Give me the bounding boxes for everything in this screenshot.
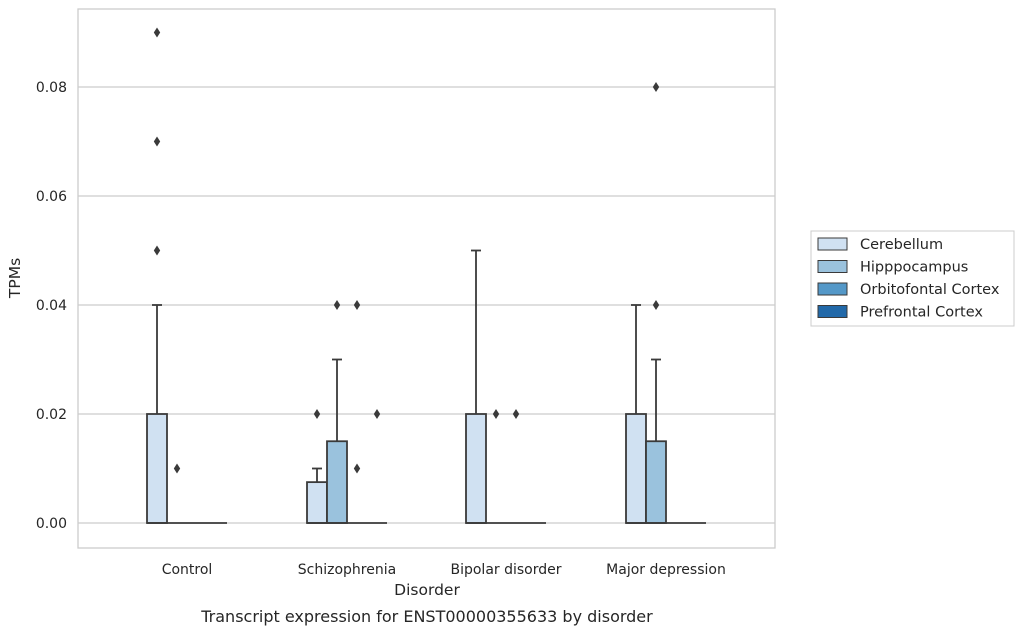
legend-label: Orbitofontal Cortex — [860, 282, 1000, 298]
legend-swatch — [817, 237, 848, 251]
box-group — [347, 300, 367, 524]
legend-label: Prefrontal Cortex — [860, 305, 983, 321]
outlier-point — [652, 82, 660, 92]
y-tick-label: 0.00 — [36, 516, 67, 532]
legend: Cerebellum Hipppocampus Orbitofontal Corte… — [810, 230, 1015, 327]
boxes — [146, 27, 706, 524]
outlier-point — [313, 409, 321, 419]
legend-swatch — [817, 305, 848, 318]
box-group — [146, 27, 168, 524]
y-tick-label: 0.02 — [36, 407, 67, 423]
outlier-point — [652, 300, 660, 310]
outlier-point — [373, 409, 381, 419]
legend-label: Hipppocampus — [860, 260, 968, 276]
box — [326, 440, 348, 524]
box — [306, 481, 328, 524]
box-group — [486, 409, 506, 524]
y-tick-label: 0.08 — [36, 80, 67, 96]
outlier-point — [153, 27, 161, 38]
box-group — [326, 300, 348, 524]
outlier-point — [153, 136, 161, 147]
outlier-point — [153, 245, 161, 256]
box-group — [645, 82, 667, 524]
x-axis-title: Disorder — [394, 581, 460, 599]
outlier-point — [492, 409, 500, 419]
box — [465, 413, 487, 524]
box-group — [625, 304, 647, 524]
box — [645, 440, 667, 524]
y-axis-title: TPMs — [6, 258, 24, 299]
x-axis-ticks: Control Schizophrenia Bipolar disorder Majo… — [162, 562, 726, 578]
outlier-point — [353, 463, 361, 474]
box-group — [367, 409, 387, 524]
legend-label: Cerebellum — [860, 237, 943, 253]
y-tick-label: 0.04 — [36, 298, 67, 314]
x-tick-label: Major depression — [606, 562, 726, 578]
box — [625, 413, 647, 524]
box-group — [506, 409, 526, 524]
outlier-point — [353, 300, 361, 310]
y-axis-ticks: 0.00 0.02 0.04 0.06 0.08 — [36, 80, 67, 532]
outlier-point — [333, 300, 341, 310]
legend-swatch — [817, 260, 848, 273]
outlier-point — [173, 463, 181, 474]
box-group — [465, 249, 487, 524]
gridlines — [78, 86, 775, 524]
outlier-point — [512, 409, 520, 419]
x-tick-label: Bipolar disorder — [450, 562, 561, 578]
plot-area-frame — [77, 8, 776, 549]
box — [146, 413, 168, 524]
box-group — [306, 409, 328, 524]
x-tick-label: Control — [162, 562, 213, 578]
chart-caption: Transcript expression for ENST0000035563… — [200, 607, 653, 626]
y-tick-label: 0.06 — [36, 189, 67, 205]
box-group — [167, 463, 187, 524]
x-tick-label: Schizophrenia — [298, 562, 396, 578]
legend-swatch — [817, 282, 848, 296]
